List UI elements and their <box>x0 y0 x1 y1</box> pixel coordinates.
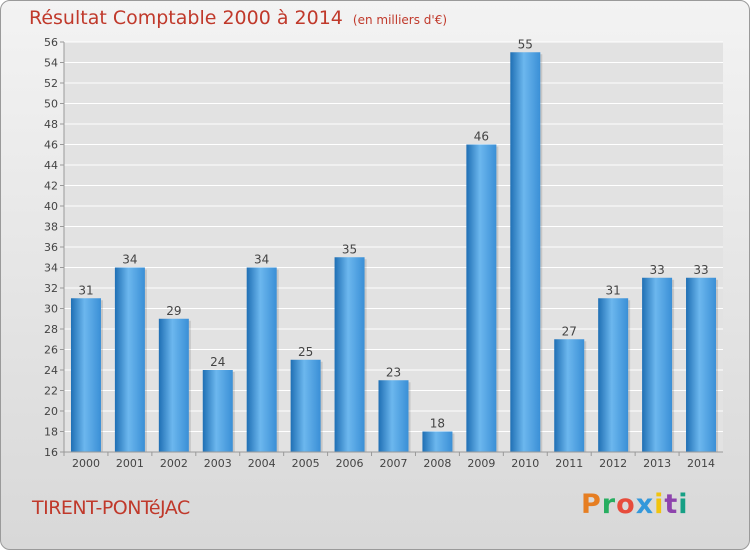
bar-2004 <box>246 267 277 452</box>
x-tick-label: 2012 <box>599 457 627 470</box>
y-tick-label: 46 <box>44 139 58 152</box>
x-tick-label: 2002 <box>160 457 188 470</box>
chart-subtitle: (en milliers d'€) <box>352 13 448 27</box>
logo-letter: r <box>601 489 617 520</box>
x-tick-label: 2010 <box>511 457 539 470</box>
y-tick-label: 38 <box>44 221 58 234</box>
x-tick-label: 2006 <box>336 457 364 470</box>
x-tick-label: 2014 <box>687 457 715 470</box>
data-label-2010: 55 <box>518 37 533 51</box>
y-tick-label: 52 <box>44 77 58 90</box>
data-label-2004: 34 <box>254 253 269 267</box>
y-tick-label: 40 <box>44 200 58 213</box>
x-tick-label: 2004 <box>248 457 276 470</box>
logo-letter: t <box>664 489 679 520</box>
x-tick-label: 2011 <box>555 457 583 470</box>
data-label-2009: 46 <box>474 130 489 144</box>
y-tick-label: 26 <box>44 344 58 357</box>
x-tick-label: 2008 <box>423 457 451 470</box>
bar-2002 <box>158 318 189 452</box>
bar-2008 <box>422 431 453 452</box>
x-tick-label: 2009 <box>467 457 495 470</box>
data-label-2002: 29 <box>166 304 181 318</box>
bar-2001 <box>114 267 145 452</box>
y-tick-label: 20 <box>44 405 58 418</box>
y-tick-label: 36 <box>44 241 58 254</box>
y-axis-ticks: 16 18 20 22 24 26 28 30 32 34 36 38 40 42 44 46 48 50 52 54… <box>44 36 64 459</box>
bar-2003 <box>202 370 233 452</box>
x-tick-label: 2001 <box>116 457 144 470</box>
bar-2014 <box>686 277 717 452</box>
x-tick-label: 2007 <box>380 457 408 470</box>
y-tick-label: 24 <box>44 364 58 377</box>
y-tick-label: 42 <box>44 180 58 193</box>
logo-letter: i <box>678 489 689 520</box>
x-tick-label: 2005 <box>292 457 320 470</box>
commune-name: TIRENT-PONTéJAC <box>32 497 190 519</box>
y-tick-label: 34 <box>44 262 58 275</box>
y-tick-label: 22 <box>44 385 58 398</box>
y-tick-label: 28 <box>44 323 58 336</box>
data-label-2003: 24 <box>210 355 225 369</box>
data-label-2005: 25 <box>298 345 313 359</box>
bar-2006 <box>334 257 365 452</box>
proxiti-logo: Proxiti <box>581 489 689 520</box>
y-tick-label: 56 <box>44 36 58 49</box>
y-tick-label: 18 <box>44 426 58 439</box>
data-label-2006: 35 <box>342 242 357 256</box>
x-tick-label: 2000 <box>72 457 100 470</box>
y-tick-label: 50 <box>44 98 58 111</box>
data-label-2001: 34 <box>122 253 137 267</box>
bar-2013 <box>642 277 673 452</box>
logo-letter: o <box>616 489 636 520</box>
data-label-2014: 33 <box>693 263 708 277</box>
y-tick-label: 44 <box>44 159 58 172</box>
x-tick-label: 2003 <box>204 457 232 470</box>
x-tick-label: 2013 <box>643 457 671 470</box>
bars <box>70 52 719 452</box>
chart-title-text: Résultat Comptable 2000 à 2014 <box>29 7 343 29</box>
logo-letter: i <box>654 489 665 520</box>
x-axis-ticks: 2000 2001 2002 2003 2004 2005 2006 2007 2008 2009… <box>63 452 715 470</box>
logo-letter: P <box>581 489 602 520</box>
chart-title: Résultat Comptable 2000 à 2014 (en millie… <box>29 7 447 29</box>
bar-2011 <box>554 339 585 452</box>
data-label-2000: 31 <box>78 283 93 297</box>
bar-2012 <box>598 298 629 452</box>
bar-2007 <box>378 380 409 452</box>
y-tick-label: 16 <box>44 446 58 459</box>
bar-2005 <box>290 359 321 452</box>
data-labels: 31 34 29 24 34 25 35 23 18 46 55 27 31 33 33 <box>78 37 708 430</box>
y-tick-label: 54 <box>44 57 58 70</box>
y-tick-label: 48 <box>44 118 58 131</box>
data-label-2007: 23 <box>386 365 401 379</box>
y-tick-label: 30 <box>44 303 58 316</box>
data-label-2011: 27 <box>562 324 577 338</box>
data-label-2013: 33 <box>649 263 664 277</box>
data-label-2012: 31 <box>606 283 621 297</box>
y-tick-label: 32 <box>44 282 58 295</box>
bar-2010 <box>510 52 541 452</box>
data-label-2008: 18 <box>430 417 445 431</box>
logo-letter: x <box>635 489 655 520</box>
bar-2009 <box>466 144 497 452</box>
bar-2000 <box>70 298 101 452</box>
